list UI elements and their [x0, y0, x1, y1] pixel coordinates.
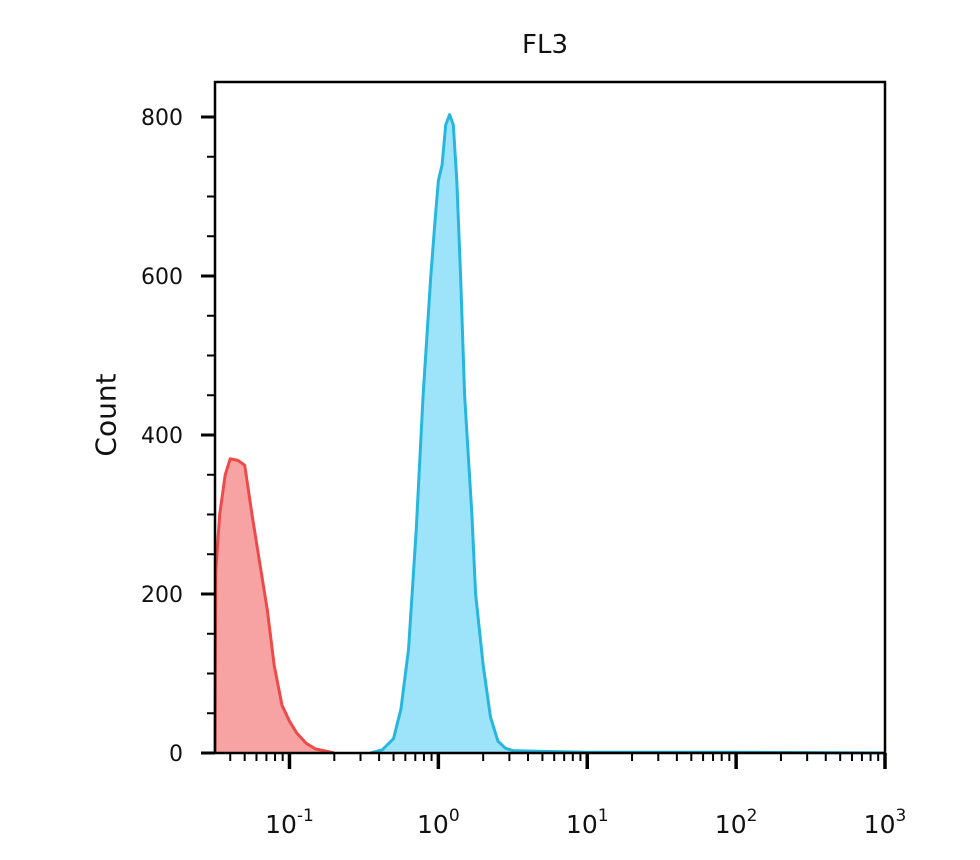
x-tick-label: 100 — [417, 806, 460, 839]
chart-title: FL3 — [522, 30, 568, 60]
histogram-area-1 — [215, 458, 335, 753]
histogram-area-2 — [370, 114, 885, 754]
histogram-outline-1 — [213, 457, 335, 755]
y-tick-label: 600 — [141, 265, 183, 290]
x-tick-label: 101 — [566, 806, 609, 839]
y-tick-label: 800 — [141, 106, 183, 131]
x-tick-label: 10-1 — [265, 806, 314, 839]
histogram-outline-2 — [370, 113, 886, 755]
y-tick-label: 200 — [141, 583, 183, 608]
x-tick-label: 102 — [715, 806, 758, 839]
x-tick-label: 103 — [864, 806, 907, 839]
y-tick-label: 400 — [141, 424, 183, 449]
plot-frame — [213, 80, 887, 755]
y-tick-label: 0 — [169, 742, 183, 767]
